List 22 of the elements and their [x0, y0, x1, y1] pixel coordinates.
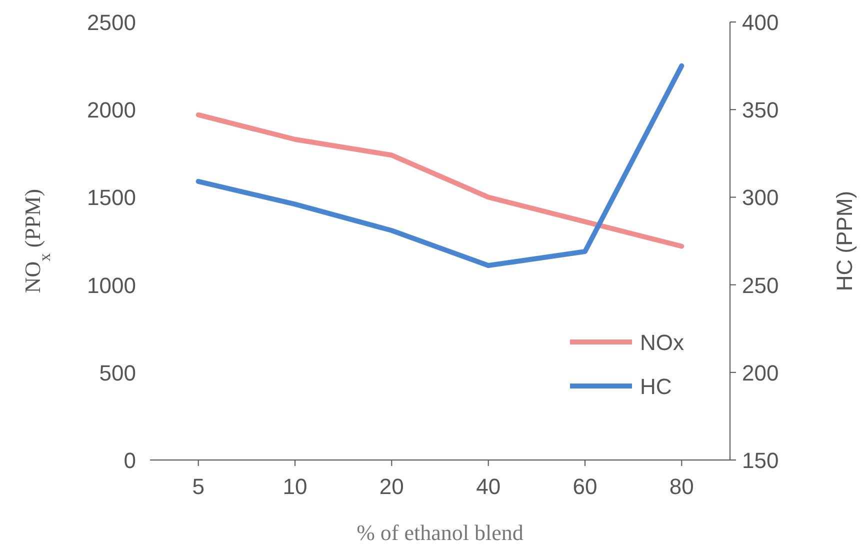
x-tick-label: 60 — [572, 474, 598, 499]
x-tick-label: 10 — [282, 474, 308, 499]
y-tick-label: 2000 — [87, 98, 136, 123]
x-tick-label: 80 — [669, 474, 694, 499]
y2-tick-label: 200 — [742, 360, 779, 386]
x-tick-label: 40 — [476, 474, 501, 499]
y-tick-label: 0 — [124, 448, 136, 473]
y-tick-label: 500 — [99, 360, 136, 386]
x-tick-label: 20 — [379, 474, 404, 499]
y2-axis-title: HC (PPM) — [832, 190, 857, 292]
legend-label: NOx — [640, 330, 684, 355]
y-tick-label: 1000 — [87, 272, 136, 298]
y-tick-label: 2500 — [87, 10, 136, 35]
y2-tick-label: 250 — [742, 272, 779, 298]
y2-tick-label: 400 — [742, 10, 779, 35]
y2-tick-label: 300 — [742, 185, 779, 210]
x-axis-title: % of ethanol blend — [356, 520, 524, 545]
legend-label: HC — [640, 374, 672, 399]
y2-tick-label: 350 — [742, 98, 779, 123]
y-tick-label: 1500 — [87, 185, 136, 210]
x-tick-label: 5 — [192, 474, 204, 499]
y2-tick-label: 150 — [742, 448, 779, 473]
